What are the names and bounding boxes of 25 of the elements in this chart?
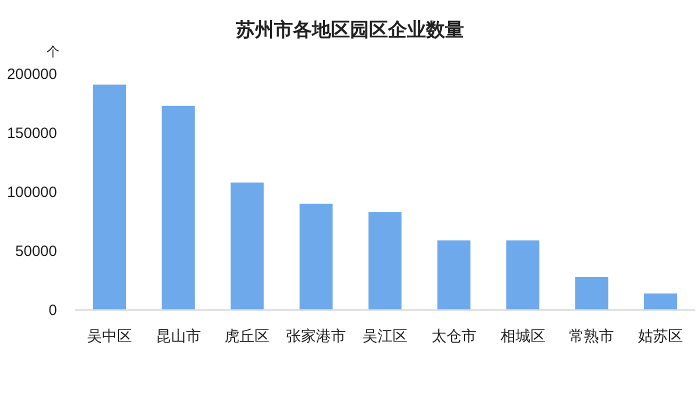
x-tick-label: 相城区 bbox=[500, 328, 546, 345]
bar bbox=[368, 212, 402, 310]
bar bbox=[162, 106, 195, 310]
y-tick-label: 50000 bbox=[15, 243, 57, 260]
bar bbox=[506, 240, 540, 310]
bar bbox=[230, 182, 264, 310]
y-tick-label: 200000 bbox=[6, 66, 57, 83]
x-tick-label: 吴江区 bbox=[362, 328, 408, 345]
x-tick-label: 太仓市 bbox=[431, 328, 476, 345]
x-tick-label: 常熟市 bbox=[569, 328, 614, 345]
bar bbox=[300, 204, 333, 310]
bar bbox=[437, 240, 470, 310]
y-axis-title: 个 bbox=[46, 44, 60, 59]
bar bbox=[575, 276, 608, 310]
x-tick-label: 虎丘区 bbox=[224, 328, 270, 345]
x-tick-label: 吴中区 bbox=[86, 328, 132, 345]
x-tick-label: 姑苏区 bbox=[638, 328, 684, 345]
x-tick-label: 张家港市 bbox=[286, 328, 346, 345]
x-tick-label: 昆山市 bbox=[156, 328, 201, 345]
y-tick-label: 150000 bbox=[6, 125, 57, 142]
chart-title: 苏州市各地区园区企业数量 bbox=[235, 19, 464, 41]
bar bbox=[644, 293, 678, 310]
y-tick-label: 0 bbox=[48, 302, 57, 319]
bar bbox=[92, 84, 126, 310]
y-tick-label: 100000 bbox=[6, 184, 57, 201]
